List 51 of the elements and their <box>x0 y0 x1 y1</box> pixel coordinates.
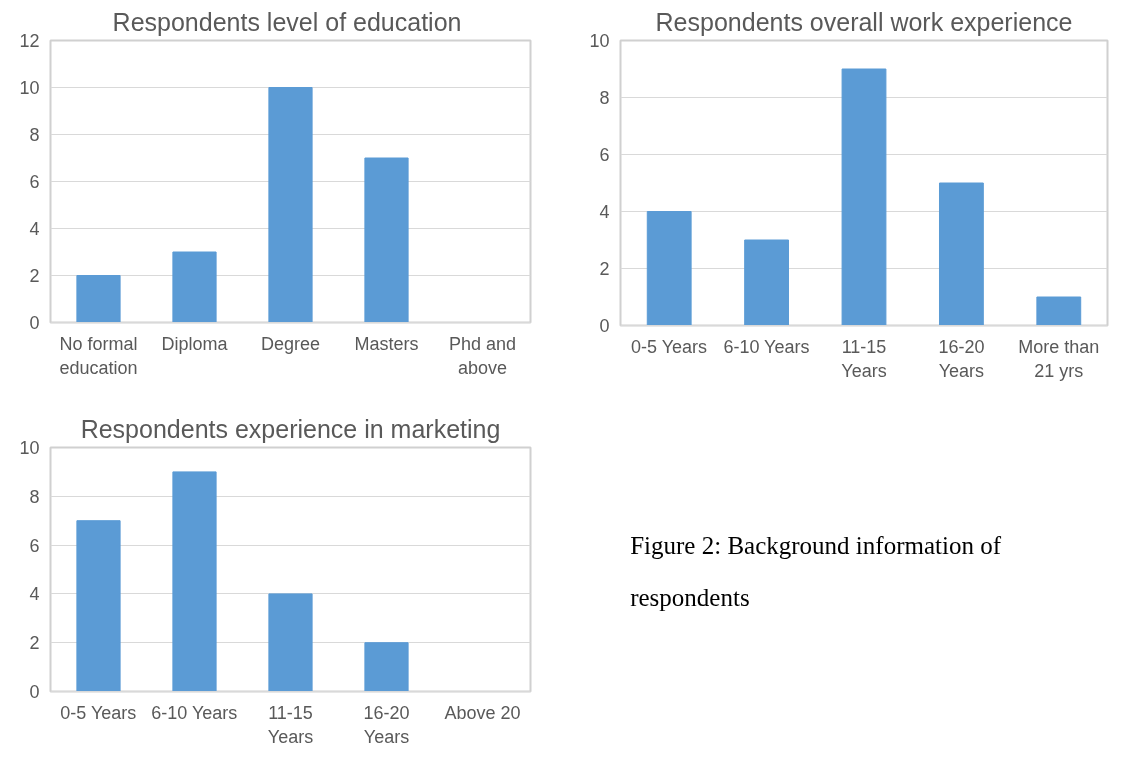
chart-title: Respondents level of education <box>112 7 462 36</box>
x-tick-label: 11-15 Years <box>841 336 887 381</box>
x-tick-label: Diploma <box>161 333 229 354</box>
x-tick-label: No formal education <box>59 333 138 378</box>
bar <box>1036 296 1082 326</box>
bar <box>364 157 409 323</box>
bar <box>744 239 790 326</box>
x-tick-label: Phd and above <box>448 333 517 378</box>
y-tick-label: 12 <box>19 31 40 51</box>
x-tick-label: Masters <box>354 333 419 354</box>
y-tick-label: 6 <box>29 535 40 556</box>
bar <box>646 211 692 326</box>
x-tick-label: 16-20 Years <box>363 702 410 747</box>
y-tick-label: 10 <box>19 438 40 458</box>
bar <box>172 251 217 323</box>
x-tick-label: 16-20 Years <box>938 336 985 381</box>
y-tick-label: 0 <box>599 316 610 336</box>
y-tick-label: 4 <box>29 219 40 239</box>
bar <box>268 87 313 323</box>
y-tick-label: 2 <box>29 633 40 654</box>
x-tick-label: 0-5 Years <box>631 336 708 357</box>
caption: Figure 2: Background information of respondents <box>630 531 1002 611</box>
y-tick-label: 8 <box>599 88 610 108</box>
y-tick-label: 8 <box>29 125 40 145</box>
x-tick-label: 6-10 Years <box>723 336 810 357</box>
y-tick-label: 10 <box>19 78 40 98</box>
x-tick-label: Degree <box>260 333 321 354</box>
y-tick-label: 10 <box>589 31 610 51</box>
bar <box>841 68 887 326</box>
y-tick-label: 2 <box>599 259 610 279</box>
x-tick-label: 11-15 Years <box>267 702 314 747</box>
bar <box>364 642 409 692</box>
bar <box>172 471 217 692</box>
x-tick-label: More than 21 yrs <box>1018 336 1100 381</box>
bar <box>76 275 121 323</box>
y-tick-label: 6 <box>29 172 40 192</box>
y-tick-label: 2 <box>29 266 40 286</box>
bar <box>268 593 313 692</box>
y-tick-label: 4 <box>599 202 610 222</box>
x-tick-label: 6-10 Years <box>151 702 238 723</box>
x-tick-label: Above 20 <box>444 702 521 723</box>
chart-title: Respondents overall work experience <box>655 7 1073 36</box>
bar <box>76 520 121 692</box>
y-tick-label: 6 <box>599 145 610 165</box>
y-tick-label: 4 <box>29 584 40 605</box>
x-tick-label: 0-5 Years <box>60 702 137 723</box>
bar <box>938 182 984 326</box>
y-tick-label: 0 <box>29 313 40 333</box>
y-tick-label: 8 <box>29 486 40 507</box>
y-tick-label: 0 <box>29 682 40 702</box>
chart-title: Respondents experience in marketing <box>80 414 501 443</box>
